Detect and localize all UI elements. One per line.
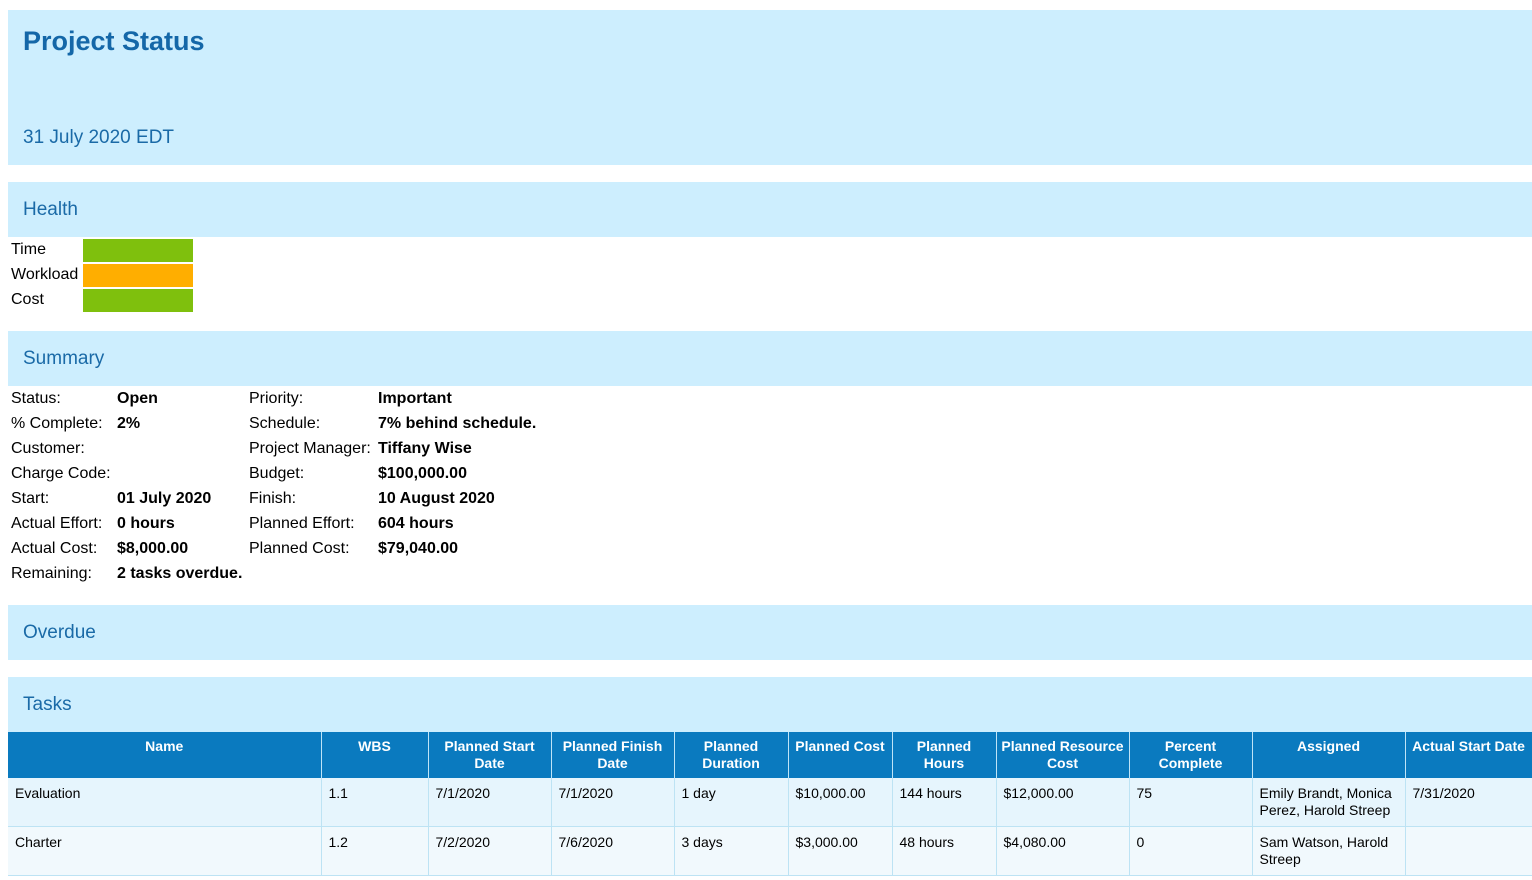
cell-wbs: 1.2: [321, 826, 429, 876]
column-header-name[interactable]: Name: [8, 732, 322, 778]
cell-planned-resource-cost: $4,080.00: [996, 826, 1130, 876]
overdue-title: Overdue: [23, 622, 96, 643]
cell-planned-start-date: 7/1/2020: [428, 778, 552, 827]
cell-planned-hours: 48 hours: [892, 826, 997, 876]
column-header-planned-duration[interactable]: Planned Duration: [674, 732, 789, 778]
health-indicator: [83, 239, 193, 262]
summary-label: Status:: [11, 390, 61, 407]
summary-value: Open: [117, 390, 158, 407]
cell-name: Evaluation: [8, 778, 322, 827]
summary-value: 0 hours: [117, 515, 175, 532]
column-header-planned-resource-cost[interactable]: Planned Resource Cost: [996, 732, 1130, 778]
cell-planned-duration: 3 days: [674, 826, 789, 876]
cell-percent-complete: 75: [1129, 778, 1253, 827]
report-header: Project Status 31 July 2020 EDT: [8, 10, 1532, 165]
column-header-planned-cost[interactable]: Planned Cost: [788, 732, 893, 778]
summary-value: Tiffany Wise: [378, 440, 472, 457]
summary-label: Budget:: [249, 465, 305, 482]
tasks-table: Name WBS Planned Start Date Planned Fini…: [8, 732, 1532, 876]
cell-assigned: Emily Brandt, Monica Perez, Harold Stree…: [1252, 778, 1406, 827]
cell-planned-finish-date: 7/1/2020: [551, 778, 675, 827]
cell-planned-duration: 1 day: [674, 778, 789, 827]
summary-label: Planned Cost:: [249, 540, 350, 557]
health-label: Cost: [11, 291, 44, 308]
tasks-title: Tasks: [23, 694, 72, 715]
summary-label: Customer:: [11, 440, 85, 457]
page-title: Project Status: [23, 26, 205, 56]
health-label: Time: [11, 241, 46, 258]
summary-label: Actual Effort:: [11, 515, 103, 532]
summary-value: $8,000.00: [117, 540, 189, 557]
summary-title: Summary: [23, 348, 105, 369]
summary-label: Remaining:: [11, 565, 92, 582]
column-header-assigned[interactable]: Assigned: [1252, 732, 1406, 778]
health-indicator: [83, 289, 193, 312]
column-header-planned-finish-date[interactable]: Planned Finish Date: [551, 732, 675, 778]
column-header-actual-start-date[interactable]: Actual Start Date: [1405, 732, 1532, 778]
summary-value: 10 August 2020: [378, 490, 495, 507]
tasks-section-header: Tasks: [8, 677, 1532, 732]
summary-value: 604 hours: [378, 515, 454, 532]
cell-planned-hours: 144 hours: [892, 778, 997, 827]
summary-value: $100,000.00: [378, 465, 467, 482]
report-date: 31 July 2020 EDT: [23, 127, 175, 148]
cell-actual-start-date: [1405, 826, 1532, 876]
summary-value: 01 July 2020: [117, 490, 212, 507]
summary-label: Actual Cost:: [11, 540, 98, 557]
table-row[interactable]: Charter 1.2 7/2/2020 7/6/2020 3 days $3,…: [8, 826, 1532, 876]
health-label: Workload: [11, 266, 79, 283]
cell-wbs: 1.1: [321, 778, 429, 827]
column-header-planned-start-date[interactable]: Planned Start Date: [428, 732, 552, 778]
cell-planned-cost: $3,000.00: [788, 826, 893, 876]
summary-label: Charge Code:: [11, 465, 111, 482]
summary-label: Start:: [11, 490, 50, 507]
column-header-percent-complete[interactable]: Percent Complete: [1129, 732, 1253, 778]
summary-label: % Complete:: [11, 415, 103, 432]
health-title: Health: [23, 199, 78, 220]
cell-assigned: Sam Watson, Harold Streep: [1252, 826, 1406, 876]
table-row[interactable]: Evaluation 1.1 7/1/2020 7/1/2020 1 day $…: [8, 778, 1532, 827]
column-header-planned-hours[interactable]: Planned Hours: [892, 732, 997, 778]
summary-label: Schedule:: [249, 415, 321, 432]
cell-percent-complete: 0: [1129, 826, 1253, 876]
cell-planned-finish-date: 7/6/2020: [551, 826, 675, 876]
summary-label: Project Manager:: [249, 440, 371, 457]
summary-section-header: Summary: [8, 331, 1532, 386]
cell-actual-start-date: 7/31/2020: [1405, 778, 1532, 827]
column-header-wbs[interactable]: WBS: [321, 732, 429, 778]
summary-label: Finish:: [249, 490, 297, 507]
cell-planned-start-date: 7/2/2020: [428, 826, 552, 876]
summary-value: $79,040.00: [378, 540, 459, 557]
summary-label: Planned Effort:: [249, 515, 355, 532]
overdue-section-header: Overdue: [8, 605, 1532, 660]
cell-name: Charter: [8, 826, 322, 876]
summary-value: 7% behind schedule.: [378, 415, 537, 432]
table-header-row: Name WBS Planned Start Date Planned Fini…: [8, 732, 1532, 778]
summary-label: Priority:: [249, 390, 304, 407]
summary-value: Important: [378, 390, 452, 407]
summary-value: 2 tasks overdue.: [117, 565, 243, 582]
summary-value: 2%: [117, 415, 141, 432]
health-section-header: Health: [8, 182, 1532, 237]
cell-planned-cost: $10,000.00: [788, 778, 893, 827]
cell-planned-resource-cost: $12,000.00: [996, 778, 1130, 827]
health-indicator: [83, 264, 193, 287]
